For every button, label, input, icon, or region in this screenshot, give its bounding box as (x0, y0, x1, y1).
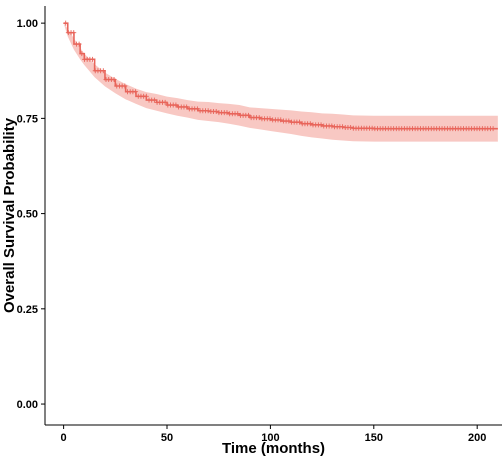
censor-mark (111, 77, 117, 83)
censor-mark (90, 56, 96, 62)
censor-mark (278, 117, 284, 123)
x-tick-label: 50 (161, 432, 173, 444)
censor-mark (329, 123, 335, 129)
y-axis-ticks: 0.00 0.25 0.50 0.75 1.00 (17, 18, 45, 411)
censor-mark (286, 118, 292, 124)
censor-mark (184, 104, 190, 110)
x-tick-label: 0 (61, 432, 67, 444)
y-tick-label: 0.75 (17, 113, 38, 125)
confidence-band (63, 23, 498, 142)
x-tick-label: 150 (365, 432, 383, 444)
censor-mark (267, 116, 273, 122)
censor-mark (256, 115, 262, 121)
x-tick-label: 200 (468, 432, 486, 444)
censor-mark (307, 121, 313, 127)
censor-mark (340, 124, 346, 130)
confidence-band-layer (63, 23, 498, 142)
censor-mark (162, 99, 168, 105)
y-tick-label: 1.00 (17, 18, 38, 30)
censor-marks-layer (63, 20, 496, 132)
censor-mark (194, 106, 200, 112)
y-tick-label: 0.00 (17, 399, 38, 411)
censor-mark (490, 126, 496, 132)
censor-mark (173, 102, 179, 108)
censor-mark (122, 83, 128, 89)
censor-mark (245, 112, 251, 118)
x-axis-ticks: 0 50 100 150 200 (61, 425, 486, 444)
censor-mark (76, 41, 82, 47)
censor-mark (235, 111, 241, 117)
censor-mark (133, 89, 139, 95)
censor-mark (63, 20, 69, 26)
censor-mark (213, 109, 219, 115)
x-tick-label: 100 (261, 432, 279, 444)
censor-mark (297, 119, 303, 125)
censor-mark (79, 51, 85, 57)
censor-mark (143, 93, 149, 99)
y-tick-label: 0.50 (17, 209, 38, 221)
censor-mark (318, 122, 324, 128)
x-axis-title: Time (months) (222, 440, 325, 457)
censor-mark (71, 30, 77, 36)
y-tick-label: 0.25 (17, 304, 38, 316)
censor-mark (348, 125, 354, 131)
censor-mark (100, 68, 106, 74)
censor-mark (151, 97, 157, 103)
y-axis-title: Overall Survival Probability (1, 117, 18, 313)
censor-mark (224, 110, 230, 116)
censor-mark (205, 108, 211, 114)
